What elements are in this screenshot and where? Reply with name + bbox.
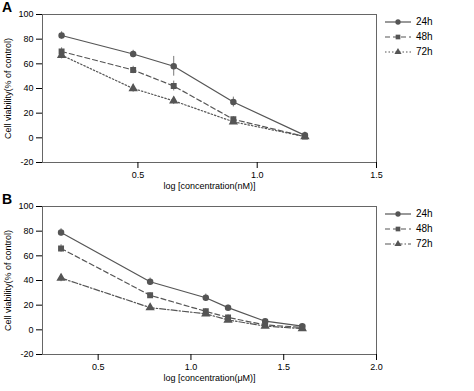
- svg-text:log [concentration(nM)]: log [concentration(nM)]: [163, 181, 255, 191]
- html-text:72h: 72h: [416, 46, 433, 57]
- svg-text:2.0: 2.0: [370, 362, 383, 372]
- svg-text:80: 80: [23, 226, 33, 236]
- svg-text:80: 80: [23, 34, 33, 44]
- html-text:24h: 24h: [416, 16, 433, 27]
- svg-text:0.5: 0.5: [92, 362, 105, 372]
- svg-text:log [concentration(μM)]: log [concentration(μM)]: [163, 373, 255, 383]
- html-text:48h: 48h: [416, 223, 433, 234]
- html-text:24h: 24h: [416, 208, 433, 219]
- svg-text:1.5: 1.5: [277, 362, 290, 372]
- svg-text:0: 0: [28, 133, 33, 143]
- svg-text:40: 40: [23, 83, 33, 93]
- svg-text:0: 0: [28, 325, 33, 335]
- svg-text:-20: -20: [20, 349, 33, 359]
- svg-text:0.5: 0.5: [132, 170, 145, 180]
- svg-text:40: 40: [23, 275, 33, 285]
- svg-text:100: 100: [18, 9, 33, 19]
- html-text:72h: 72h: [416, 238, 433, 249]
- svg-text:Cell viability(% of control): Cell viability(% of control): [3, 38, 13, 139]
- svg-text:1.0: 1.0: [251, 170, 264, 180]
- svg-text:Cell viability(% of control): Cell viability(% of control): [3, 230, 13, 331]
- svg-text:-20: -20: [20, 157, 33, 167]
- svg-text:20: 20: [23, 108, 33, 118]
- svg-text:20: 20: [23, 300, 33, 310]
- html-text:48h: 48h: [416, 31, 433, 42]
- svg-text:60: 60: [23, 251, 33, 261]
- html-text:A: A: [2, 0, 13, 15]
- svg-text:100: 100: [18, 201, 33, 211]
- svg-text:60: 60: [23, 59, 33, 69]
- svg-text:1.5: 1.5: [370, 170, 383, 180]
- svg-text:1.0: 1.0: [185, 362, 198, 372]
- html-text:B: B: [2, 191, 13, 207]
